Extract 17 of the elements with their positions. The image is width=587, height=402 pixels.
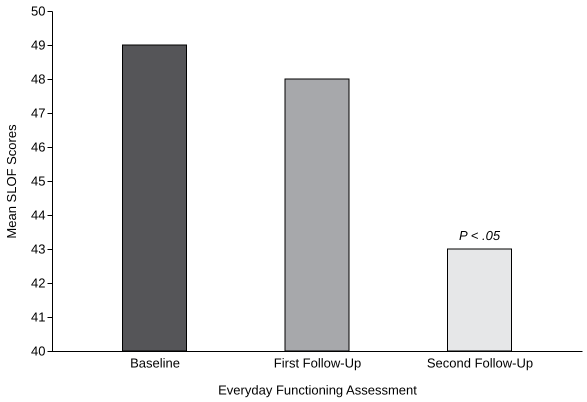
x-tick-label: Baseline (130, 356, 180, 370)
x-tick-label: First Follow-Up (274, 356, 362, 370)
y-tick-label: 44 (31, 208, 46, 222)
y-tick-label: 48 (31, 72, 46, 86)
y-axis-title: Mean SLOF Scores (4, 124, 20, 239)
y-tick-label: 40 (31, 344, 46, 358)
y-tick-label: 49 (31, 38, 46, 52)
y-tick-label: 46 (31, 140, 46, 154)
y-tick-label: 42 (31, 276, 46, 290)
y-tick-label: 47 (31, 106, 46, 120)
x-axis-title: Everyday Functioning Assessment (218, 382, 418, 398)
y-tick-label: 43 (31, 242, 46, 256)
x-tick-label: Second Follow-Up (426, 356, 534, 370)
annotation: P < .05 (458, 228, 501, 243)
y-tick-label: 45 (31, 174, 46, 188)
y-tick-label: 41 (31, 310, 46, 324)
y-tick-label: 50 (31, 4, 46, 18)
